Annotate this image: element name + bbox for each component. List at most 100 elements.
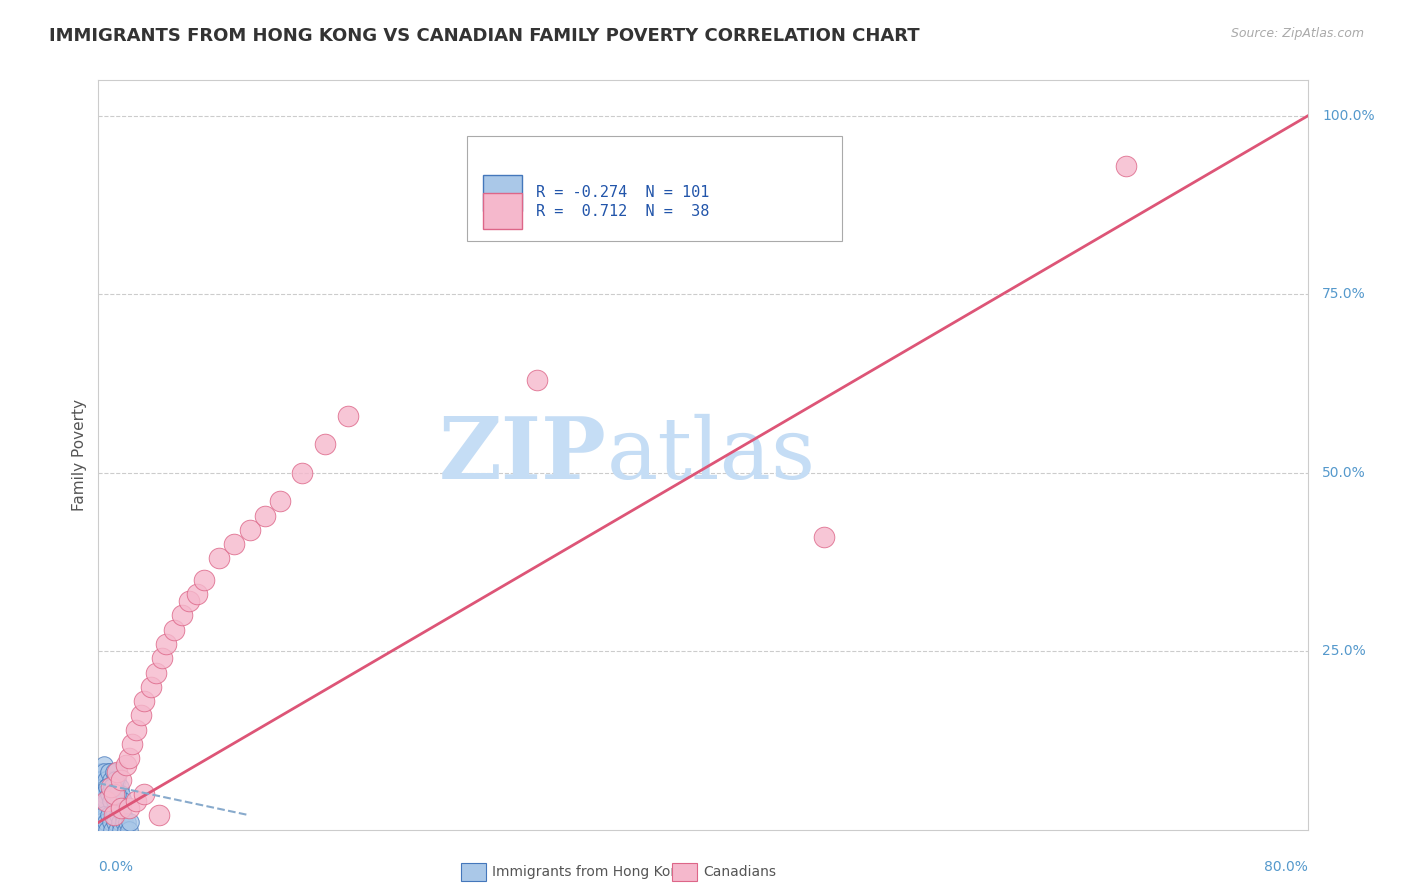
Point bbox=[101, 822, 124, 837]
Point bbox=[105, 787, 128, 801]
Point bbox=[98, 794, 121, 808]
FancyBboxPatch shape bbox=[482, 194, 522, 229]
Point bbox=[93, 787, 115, 801]
Point bbox=[129, 708, 152, 723]
Text: R = -0.274  N = 101: R = -0.274 N = 101 bbox=[536, 186, 710, 200]
Text: 50.0%: 50.0% bbox=[1322, 466, 1365, 480]
Point bbox=[98, 765, 121, 780]
Point bbox=[98, 808, 121, 822]
Point bbox=[118, 751, 141, 765]
Point bbox=[150, 651, 173, 665]
Point bbox=[112, 815, 135, 830]
Point bbox=[91, 772, 114, 787]
Text: 25.0%: 25.0% bbox=[1322, 644, 1365, 658]
Point bbox=[170, 608, 193, 623]
Point bbox=[107, 808, 129, 822]
Point bbox=[91, 815, 114, 830]
Point bbox=[118, 801, 141, 815]
Point bbox=[90, 787, 112, 801]
Point bbox=[114, 758, 136, 772]
Point bbox=[110, 801, 132, 815]
Point bbox=[94, 794, 117, 808]
Point bbox=[94, 794, 117, 808]
Point bbox=[100, 801, 122, 815]
Point bbox=[89, 815, 111, 830]
Point bbox=[125, 723, 148, 737]
Text: 80.0%: 80.0% bbox=[1264, 860, 1308, 873]
Point bbox=[108, 815, 131, 830]
Point bbox=[104, 772, 127, 787]
Point bbox=[103, 787, 125, 801]
Point bbox=[291, 466, 314, 480]
Point bbox=[104, 794, 127, 808]
Point bbox=[101, 808, 124, 822]
Point bbox=[93, 765, 115, 780]
Point bbox=[110, 772, 132, 787]
Y-axis label: Family Poverty: Family Poverty bbox=[72, 399, 87, 511]
Point bbox=[93, 794, 115, 808]
Point bbox=[103, 801, 125, 815]
Point bbox=[91, 794, 114, 808]
Point bbox=[105, 822, 128, 837]
Point bbox=[100, 787, 122, 801]
Point bbox=[110, 787, 132, 801]
Point bbox=[103, 765, 125, 780]
Point bbox=[101, 772, 124, 787]
Point bbox=[94, 772, 117, 787]
Point bbox=[93, 787, 115, 801]
Point bbox=[93, 780, 115, 794]
Point bbox=[114, 822, 136, 837]
Point bbox=[93, 801, 115, 815]
Point bbox=[90, 801, 112, 815]
Text: 75.0%: 75.0% bbox=[1322, 287, 1365, 301]
Text: IMMIGRANTS FROM HONG KONG VS CANADIAN FAMILY POVERTY CORRELATION CHART: IMMIGRANTS FROM HONG KONG VS CANADIAN FA… bbox=[49, 27, 920, 45]
Point bbox=[111, 794, 134, 808]
Point bbox=[91, 794, 114, 808]
Point bbox=[94, 787, 117, 801]
Point bbox=[94, 815, 117, 830]
Point bbox=[115, 815, 138, 830]
Point bbox=[108, 794, 131, 808]
Point bbox=[163, 623, 186, 637]
Point bbox=[105, 765, 128, 780]
Point bbox=[155, 637, 177, 651]
Point bbox=[107, 787, 129, 801]
Point bbox=[91, 808, 114, 822]
Point bbox=[105, 772, 128, 787]
Point bbox=[98, 787, 121, 801]
Point bbox=[101, 815, 124, 830]
Point bbox=[148, 808, 170, 822]
Point bbox=[224, 537, 246, 551]
Point bbox=[103, 808, 125, 822]
FancyBboxPatch shape bbox=[467, 136, 842, 242]
Point bbox=[647, 159, 669, 173]
Point bbox=[145, 665, 167, 680]
Point bbox=[125, 794, 148, 808]
Point bbox=[96, 780, 118, 794]
Point bbox=[107, 765, 129, 780]
Text: ZIP: ZIP bbox=[439, 413, 606, 497]
Point bbox=[89, 808, 111, 822]
Point bbox=[94, 794, 117, 808]
Point bbox=[104, 794, 127, 808]
Point bbox=[121, 737, 143, 751]
Point bbox=[103, 787, 125, 801]
Point bbox=[108, 780, 131, 794]
Point bbox=[98, 801, 121, 815]
Point bbox=[90, 765, 112, 780]
Point bbox=[103, 780, 125, 794]
Point bbox=[101, 801, 124, 815]
Point bbox=[96, 808, 118, 822]
Point bbox=[96, 815, 118, 830]
Point bbox=[91, 822, 114, 837]
Point bbox=[103, 787, 125, 801]
Point bbox=[94, 780, 117, 794]
Point bbox=[193, 573, 215, 587]
Point bbox=[1115, 159, 1137, 173]
Text: Immigrants from Hong Kong: Immigrants from Hong Kong bbox=[492, 865, 688, 880]
Point bbox=[96, 772, 118, 787]
Point bbox=[96, 794, 118, 808]
Point bbox=[105, 801, 128, 815]
Text: R =  0.712  N =  38: R = 0.712 N = 38 bbox=[536, 204, 710, 219]
Point bbox=[104, 815, 127, 830]
